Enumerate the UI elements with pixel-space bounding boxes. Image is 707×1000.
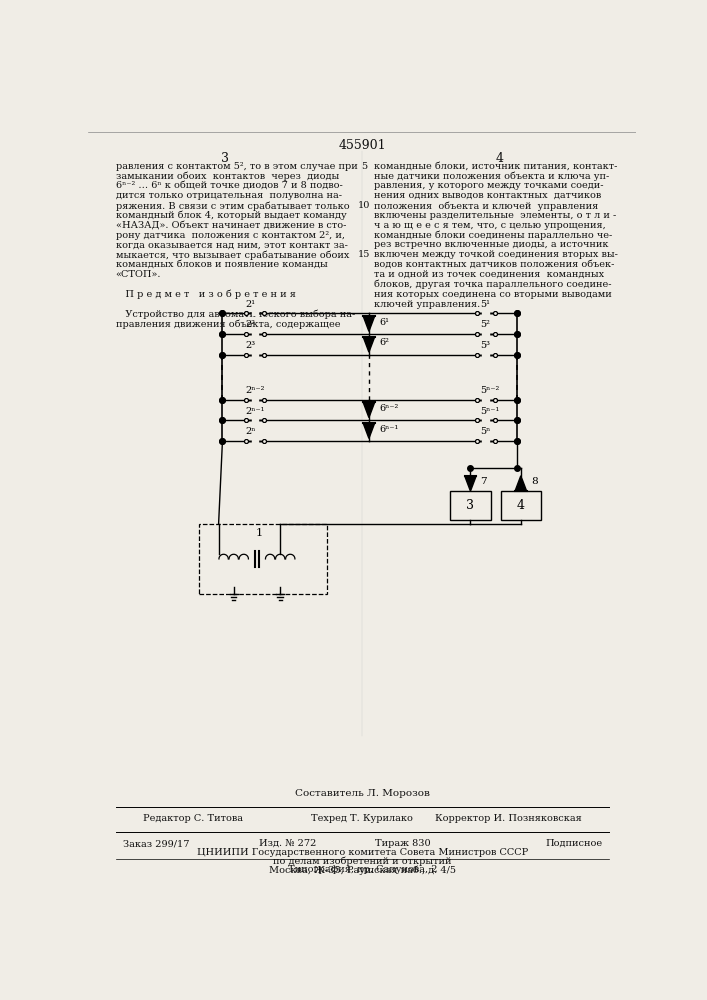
Text: ряжения. В связи с этим срабатывает только: ряжения. В связи с этим срабатывает толь… [115,201,349,211]
Text: 6²: 6² [380,338,390,347]
Text: командных блоков и появление команды: командных блоков и появление команды [115,260,327,269]
Text: командные блоки соединены параллельно че-: командные блоки соединены параллельно че… [373,231,612,240]
Text: положения  объекта и ключей  управления: положения объекта и ключей управления [373,201,598,211]
Text: Подписное: Подписное [546,839,603,848]
Text: ч а ю щ е е с я тем, что, с целью упрощения,: ч а ю щ е е с я тем, что, с целью упроще… [373,221,605,230]
Text: 2ⁿ: 2ⁿ [246,427,256,436]
Text: Техред Т. Курилако: Техред Т. Курилако [311,814,414,823]
Text: Тираж 830: Тираж 830 [375,839,431,848]
Text: 4: 4 [495,152,503,165]
Polygon shape [363,402,375,418]
Bar [450,491,491,520]
Text: Редактор С. Титова: Редактор С. Титова [143,814,243,823]
Text: 7: 7 [481,477,487,486]
Text: равления с контактом 5², то в этом случае при: равления с контактом 5², то в этом случа… [115,162,357,171]
Text: 15: 15 [358,250,370,259]
Text: Корректор И. Позняковская: Корректор И. Позняковская [435,814,581,823]
Bar [199,524,327,594]
Text: Изд. № 272: Изд. № 272 [259,839,316,848]
Text: «СТОП».: «СТОП». [115,270,161,279]
Text: та и одной из точек соединения  командных: та и одной из точек соединения командных [373,270,604,279]
Text: 2²: 2² [246,320,256,329]
Text: 6ⁿ⁻²: 6ⁿ⁻² [380,404,399,413]
Text: по делам изобретений и открытий: по делам изобретений и открытий [273,857,452,866]
Text: 1: 1 [256,528,263,538]
Text: дится только отрицательная  полуволна на-: дится только отрицательная полуволна на- [115,191,341,200]
Text: 2³: 2³ [246,341,256,350]
Text: правления движения объекта, содержащее: правления движения объекта, содержащее [115,319,340,329]
Text: ния которых соединена со вторыми выводами: ния которых соединена со вторыми выводам… [373,290,612,299]
Text: 455901: 455901 [339,139,386,152]
Text: 2¹: 2¹ [246,300,256,309]
Text: 3: 3 [467,499,474,512]
Text: командные блоки, источник питания, контакт-: командные блоки, источник питания, конта… [373,162,617,171]
Text: Заказ 299/17: Заказ 299/17 [123,839,189,848]
Text: когда оказывается над ним, этот контакт за-: когда оказывается над ним, этот контакт … [115,240,347,249]
Text: равления, у которого между точками соеди-: равления, у которого между точками соеди… [373,181,603,190]
Text: рону датчика  положения с контактом 2², и,: рону датчика положения с контактом 2², и… [115,231,344,240]
Text: командный блок 4, который выдает команду: командный блок 4, который выдает команду [115,211,346,220]
Text: водов контактных датчиков положения объек-: водов контактных датчиков положения объе… [373,260,614,269]
Text: 5³: 5³ [480,341,490,350]
Text: Москва, Ж-35, Раушская наб., д. 4/5: Москва, Ж-35, Раушская наб., д. 4/5 [269,865,456,875]
Text: 5ⁿ⁻²: 5ⁿ⁻² [480,386,499,395]
Text: включен между точкой соединения вторых вы-: включен между точкой соединения вторых в… [373,250,617,259]
Polygon shape [363,337,375,352]
Text: 6¹: 6¹ [380,318,390,327]
Text: блоков, другая точка параллельного соедине-: блоков, другая точка параллельного соеди… [373,280,611,289]
Text: 6ⁿ⁻¹: 6ⁿ⁻¹ [380,425,399,434]
Bar [501,491,541,520]
Text: рез встречно включенные диоды, а источник: рез встречно включенные диоды, а источни… [373,240,608,249]
Text: Составитель Л. Морозов: Составитель Л. Морозов [295,789,430,798]
Text: «НАЗАД». Объект начинает движение в сто-: «НАЗАД». Объект начинает движение в сто- [115,221,346,230]
Polygon shape [363,423,375,438]
Text: 10: 10 [358,201,370,210]
Polygon shape [363,316,375,331]
Text: П р е д м е т   и з о б р е т е н и я: П р е д м е т и з о б р е т е н и я [115,290,296,299]
Text: 8: 8 [531,477,537,486]
Text: 5¹: 5¹ [480,300,490,309]
Text: включены разделительные  элементы, о т л и -: включены разделительные элементы, о т л … [373,211,616,220]
Text: ЦНИИПИ Государственного комитета Совета Министров СССР: ЦНИИПИ Государственного комитета Совета … [197,848,528,857]
Text: 6ⁿ⁻² … 6ⁿ к общей точке диодов 7 и 8 подво-: 6ⁿ⁻² … 6ⁿ к общей точке диодов 7 и 8 под… [115,181,342,190]
Text: ключей управления.: ключей управления. [373,300,480,309]
Text: 5²: 5² [480,320,490,329]
Text: 3: 3 [221,152,229,165]
Polygon shape [515,476,527,491]
Text: 4: 4 [517,499,525,512]
Text: 5: 5 [361,162,368,171]
Text: ные датчики положения объекта и ключа уп-: ные датчики положения объекта и ключа уп… [373,171,609,181]
Text: Типография, пр. Сапунова, 2: Типография, пр. Сапунова, 2 [288,865,437,874]
Text: 5ⁿ: 5ⁿ [480,427,490,436]
Text: 2ⁿ⁻²: 2ⁿ⁻² [246,386,265,395]
Text: нения одних выводов контактных  датчиков: нения одних выводов контактных датчиков [373,191,601,200]
Text: замыкании обоих  контактов  через  диоды: замыкании обоих контактов через диоды [115,171,339,181]
Text: мыкается, что вызывает срабатывание обоих: мыкается, что вызывает срабатывание обои… [115,250,349,260]
Text: Устройство для автоматического выбора на-: Устройство для автоматического выбора на… [115,309,355,319]
Text: 2ⁿ⁻¹: 2ⁿ⁻¹ [246,407,265,416]
Polygon shape [464,476,477,491]
Text: 5ⁿ⁻¹: 5ⁿ⁻¹ [480,407,499,416]
